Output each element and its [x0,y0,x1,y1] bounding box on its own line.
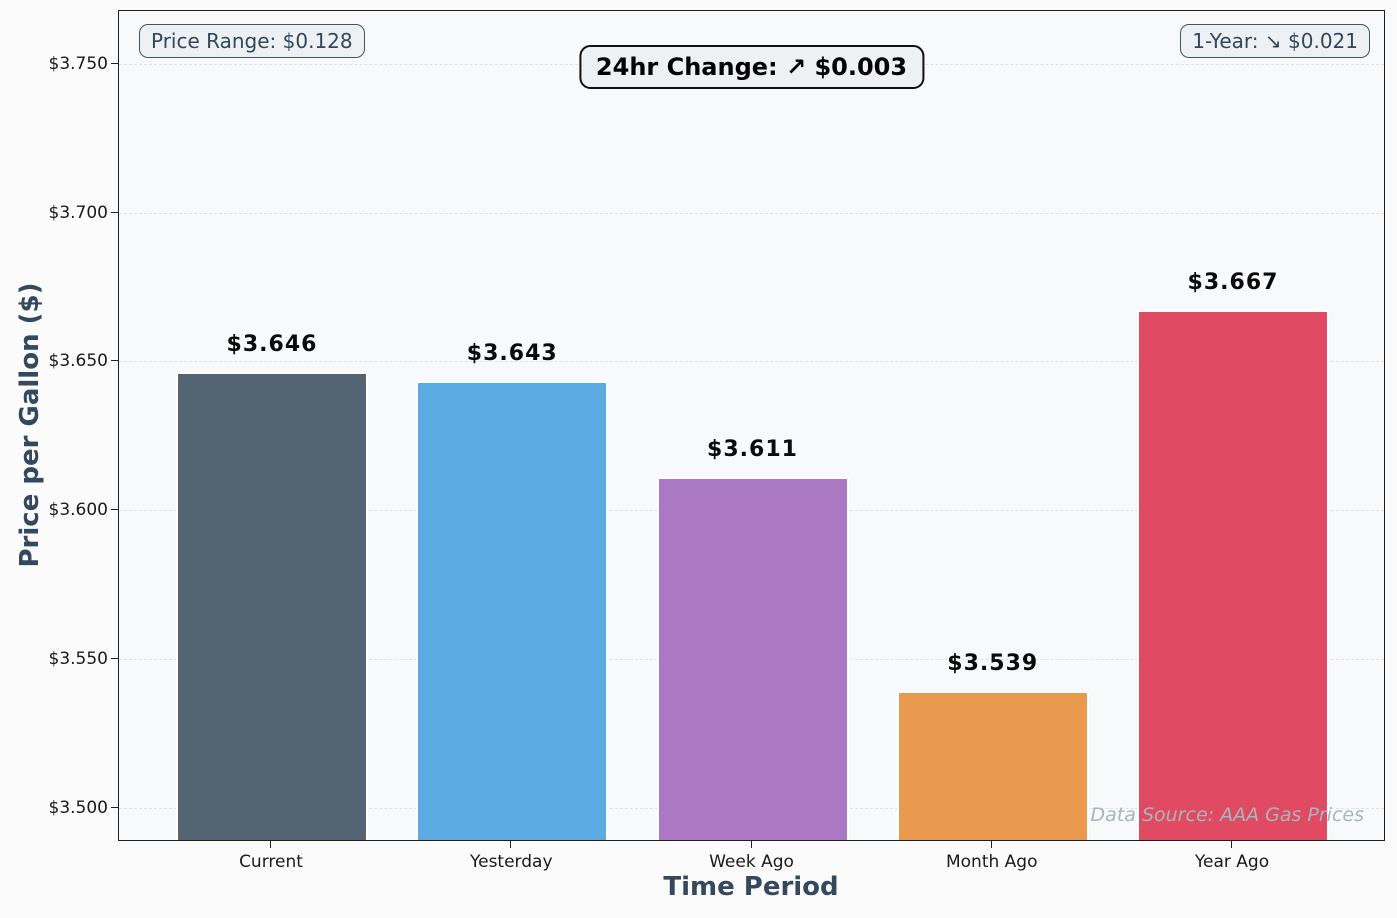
bar-current [176,372,368,840]
bar-year-ago [1137,309,1329,840]
x-tick-mark [510,841,512,848]
bar-month-ago [896,691,1089,840]
bar-value-label-current: $3.646 [226,332,318,358]
y-tick-mark [111,658,118,660]
y-tick-label: $3.550 [48,649,108,670]
bar-week-ago [656,476,849,840]
bar-value-label-month-ago: $3.539 [947,651,1039,677]
x-tick-mark [1231,841,1232,848]
bar-value-label-year-ago: $3.667 [1187,269,1279,295]
bars-layer: $3.646 $3.643 $3.611 $3.539 $3.667 [119,11,1384,840]
gridline [119,212,1384,214]
y-tick-mark [111,211,118,213]
y-tick-mark [111,360,118,362]
y-tick-mark [111,509,118,511]
y-tick-label: $3.600 [48,500,108,521]
x-tick-label-month-ago: Month Ago [945,852,1038,872]
x-tick-label-yesterday: Yesterday [469,852,553,872]
day-change-badge: 24hr Change: ↗ $0.003 [578,45,925,89]
price-range-badge: Price Range: $0.128 [139,24,365,58]
x-tick-label-year-ago: Year Ago [1194,852,1270,872]
year-change-badge: 1-Year: ↘ $0.021 [1180,24,1370,58]
y-tick-label: $3.650 [48,351,108,372]
gridline [119,361,1384,363]
x-tick-label-current: Current [239,852,303,872]
y-tick-label: $3.700 [48,202,108,223]
y-tick-mark [111,807,118,809]
x-tick-mark [990,841,992,848]
data-source-watermark: Data Source: AAA Gas Prices [1090,804,1364,826]
x-axis-title: Time Period [663,872,839,902]
y-tick-label: $3.750 [48,53,108,74]
y-tick-mark [111,62,118,64]
bar-value-label-yesterday: $3.643 [466,341,558,367]
x-tick-label-week-ago: Week Ago [709,852,794,872]
bar-yesterday [416,381,609,840]
plot-area: $3.646 $3.643 $3.611 $3.539 $3.667 Price Ran… [118,10,1385,841]
bar-value-label-week-ago: $3.611 [707,436,798,462]
x-tick-mark [750,841,752,848]
y-tick-label: $3.500 [48,798,108,819]
x-tick-mark [270,841,271,848]
